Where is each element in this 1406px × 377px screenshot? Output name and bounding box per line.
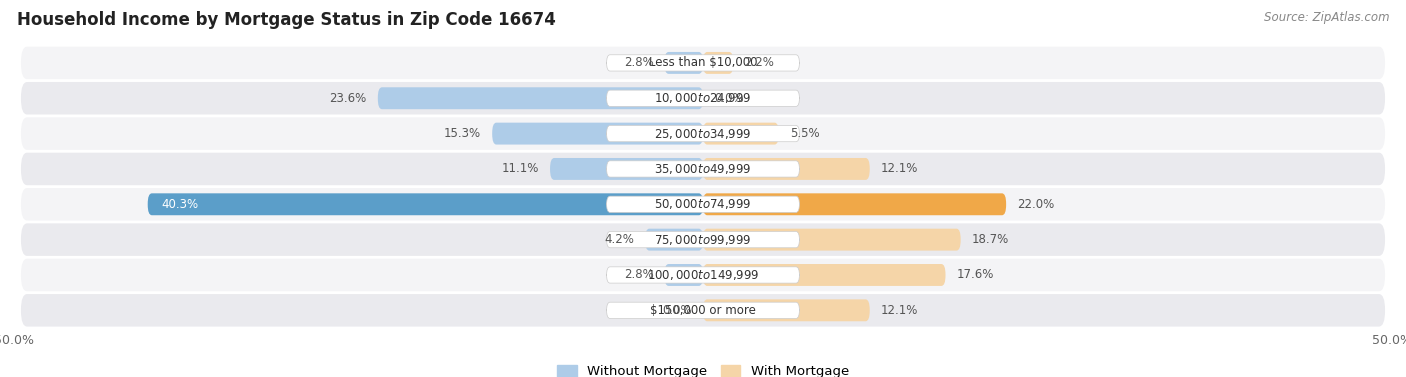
Text: 5.5%: 5.5% — [790, 127, 820, 140]
FancyBboxPatch shape — [606, 196, 800, 212]
FancyBboxPatch shape — [703, 193, 1007, 215]
Text: 11.1%: 11.1% — [502, 162, 538, 175]
Text: $75,000 to $99,999: $75,000 to $99,999 — [654, 233, 752, 247]
Text: 2.2%: 2.2% — [744, 57, 775, 69]
Text: 0.0%: 0.0% — [662, 304, 692, 317]
FancyBboxPatch shape — [645, 229, 703, 251]
Text: 0.0%: 0.0% — [714, 92, 744, 105]
FancyBboxPatch shape — [606, 126, 800, 142]
Text: Less than $10,000: Less than $10,000 — [648, 57, 758, 69]
Text: $150,000 or more: $150,000 or more — [650, 304, 756, 317]
FancyBboxPatch shape — [606, 161, 800, 177]
Text: Source: ZipAtlas.com: Source: ZipAtlas.com — [1264, 11, 1389, 24]
FancyBboxPatch shape — [703, 229, 960, 251]
Text: $100,000 to $149,999: $100,000 to $149,999 — [647, 268, 759, 282]
Text: 18.7%: 18.7% — [972, 233, 1010, 246]
FancyBboxPatch shape — [21, 153, 1385, 185]
Legend: Without Mortgage, With Mortgage: Without Mortgage, With Mortgage — [551, 360, 855, 377]
Text: 23.6%: 23.6% — [329, 92, 367, 105]
Text: 15.3%: 15.3% — [444, 127, 481, 140]
FancyBboxPatch shape — [492, 123, 703, 144]
FancyBboxPatch shape — [703, 123, 779, 144]
FancyBboxPatch shape — [378, 87, 703, 109]
Text: $50,000 to $74,999: $50,000 to $74,999 — [654, 197, 752, 211]
FancyBboxPatch shape — [703, 52, 734, 74]
FancyBboxPatch shape — [550, 158, 703, 180]
Text: 40.3%: 40.3% — [162, 198, 198, 211]
FancyBboxPatch shape — [703, 264, 945, 286]
Text: 12.1%: 12.1% — [880, 304, 918, 317]
FancyBboxPatch shape — [21, 188, 1385, 221]
FancyBboxPatch shape — [703, 158, 870, 180]
FancyBboxPatch shape — [21, 117, 1385, 150]
FancyBboxPatch shape — [21, 223, 1385, 256]
FancyBboxPatch shape — [148, 193, 703, 215]
Text: $10,000 to $24,999: $10,000 to $24,999 — [654, 91, 752, 105]
FancyBboxPatch shape — [21, 47, 1385, 79]
FancyBboxPatch shape — [606, 267, 800, 283]
Text: 2.8%: 2.8% — [624, 268, 654, 282]
FancyBboxPatch shape — [606, 302, 800, 319]
Text: 12.1%: 12.1% — [880, 162, 918, 175]
Text: 4.2%: 4.2% — [605, 233, 634, 246]
Text: $35,000 to $49,999: $35,000 to $49,999 — [654, 162, 752, 176]
FancyBboxPatch shape — [665, 264, 703, 286]
FancyBboxPatch shape — [606, 231, 800, 248]
FancyBboxPatch shape — [606, 90, 800, 106]
FancyBboxPatch shape — [21, 294, 1385, 326]
Text: 2.8%: 2.8% — [624, 57, 654, 69]
FancyBboxPatch shape — [21, 82, 1385, 115]
Text: Household Income by Mortgage Status in Zip Code 16674: Household Income by Mortgage Status in Z… — [17, 11, 555, 29]
Text: 22.0%: 22.0% — [1017, 198, 1054, 211]
Text: $25,000 to $34,999: $25,000 to $34,999 — [654, 127, 752, 141]
Text: 17.6%: 17.6% — [956, 268, 994, 282]
FancyBboxPatch shape — [21, 259, 1385, 291]
FancyBboxPatch shape — [606, 55, 800, 71]
FancyBboxPatch shape — [703, 299, 870, 321]
FancyBboxPatch shape — [665, 52, 703, 74]
